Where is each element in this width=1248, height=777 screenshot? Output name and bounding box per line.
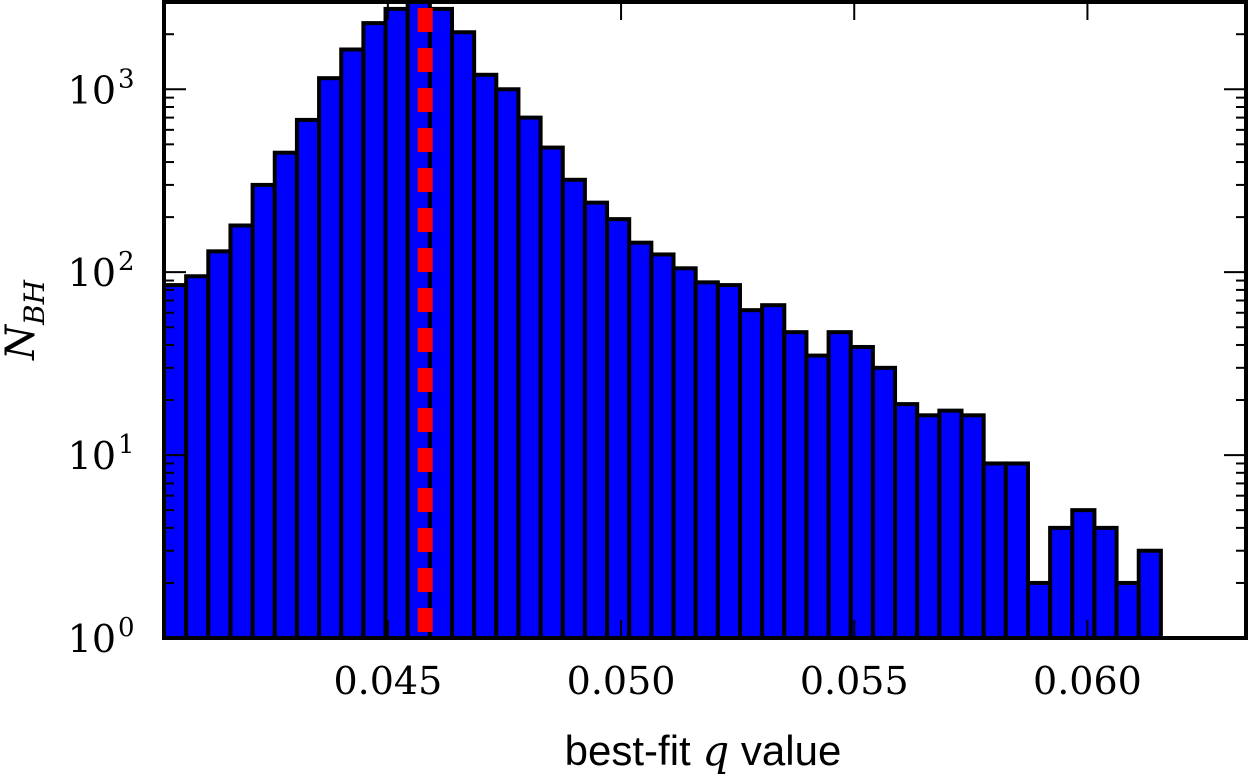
histogram-bar <box>760 303 787 640</box>
histogram-bar <box>449 30 477 641</box>
histogram-bar <box>1070 508 1097 641</box>
histogram-bar <box>250 182 277 640</box>
histogram-bar <box>383 6 410 640</box>
histogram-bar <box>826 330 853 640</box>
histogram-bar <box>693 280 720 640</box>
y-tick-exponent: 0 <box>118 613 135 643</box>
histogram-bar <box>494 87 521 641</box>
histogram-bar <box>1114 580 1141 640</box>
histogram-bar <box>339 47 366 641</box>
histogram-bar <box>1092 525 1119 641</box>
bars-group <box>162 0 1163 641</box>
histogram-bar <box>737 308 765 640</box>
histogram-bar <box>959 413 986 640</box>
histogram-bar <box>893 402 920 640</box>
histogram-bar <box>582 200 610 640</box>
x-axis-label-suffix: value <box>729 727 841 774</box>
histogram-bar <box>1136 548 1163 641</box>
y-tick-exponent: 1 <box>118 430 135 460</box>
histogram-bar <box>228 223 255 640</box>
histogram-bar <box>516 115 543 640</box>
histogram-bar <box>715 283 742 640</box>
histogram-bar <box>206 249 233 640</box>
histogram-bar <box>427 6 454 640</box>
histogram-bar <box>294 117 322 640</box>
y-tick-label: 10 <box>68 617 116 661</box>
histogram-bar <box>937 408 964 640</box>
x-tick-labels: 0.045 0.050 0.055 0.060 <box>333 659 1141 703</box>
histogram-bar <box>649 252 676 640</box>
x-axis-label: best-fit q value <box>565 726 842 775</box>
histogram-bar <box>671 266 698 640</box>
histogram-bar <box>848 344 875 640</box>
x-tick-label: 0.055 <box>800 659 909 703</box>
plot-frame <box>162 0 1248 640</box>
histogram-bar <box>804 353 831 640</box>
histogram-bar <box>538 145 565 640</box>
x-tick-label: 0.045 <box>333 659 442 703</box>
x-axis-label-var: q <box>702 726 729 775</box>
y-tick-exponent: 2 <box>118 247 135 277</box>
y-axis-label: NBH <box>0 279 51 361</box>
histogram-bar <box>162 283 189 640</box>
y-axis-label-base: N <box>0 323 44 361</box>
x-axis-label-prefix: best-fit <box>565 727 703 774</box>
histogram-bar <box>981 461 1008 640</box>
histogram-bar <box>184 274 211 640</box>
y-tick-label: 10 <box>68 251 116 295</box>
histogram-bar <box>361 21 388 640</box>
x-tick-label: 0.050 <box>567 659 676 703</box>
y-tick-label: 10 <box>68 434 116 478</box>
histogram-bar <box>915 413 942 640</box>
y-axis-label-sub: BH <box>18 279 51 326</box>
histogram-bar <box>1003 461 1030 640</box>
histogram-bar <box>782 330 809 640</box>
histogram-bar <box>1048 525 1075 641</box>
histogram-bar <box>560 177 587 640</box>
histogram-bar <box>605 217 632 640</box>
y-tick-exponent: 3 <box>118 64 135 94</box>
histogram-bar <box>317 76 344 641</box>
histogram-bar <box>627 240 654 640</box>
histogram-bar <box>870 365 898 640</box>
histogram-bar <box>272 150 299 641</box>
histogram-bar <box>472 72 499 641</box>
histogram-bar <box>1025 580 1053 640</box>
x-tick-label: 0.060 <box>1033 659 1142 703</box>
y-tick-label: 10 <box>68 68 116 112</box>
